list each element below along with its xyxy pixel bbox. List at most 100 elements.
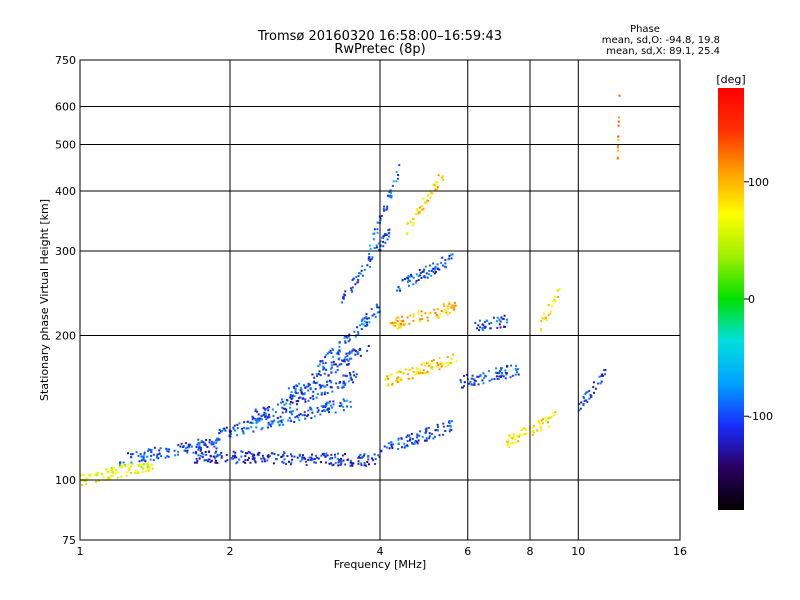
data-point (537, 422, 540, 425)
y-tick-label: 100 (55, 474, 76, 487)
data-point (289, 411, 292, 414)
data-point (149, 449, 152, 452)
data-point (430, 192, 433, 195)
data-point (334, 371, 337, 374)
data-point (386, 194, 389, 197)
data-point (504, 377, 507, 380)
data-point (410, 275, 413, 278)
data-point (272, 414, 275, 417)
data-point (449, 362, 452, 365)
data-point (364, 324, 367, 327)
data-point (415, 207, 418, 210)
data-point (470, 377, 473, 380)
data-point (434, 188, 437, 191)
data-point (443, 265, 446, 268)
data-point (423, 268, 426, 271)
data-point (592, 386, 595, 389)
data-point (373, 228, 376, 231)
data-point (200, 452, 203, 455)
data-point (408, 439, 411, 442)
data-point (323, 452, 326, 455)
data-point (147, 467, 150, 470)
data-point (416, 442, 419, 445)
data-point (390, 195, 393, 198)
data-point (215, 450, 218, 453)
data-point (277, 454, 280, 457)
data-point (582, 396, 585, 399)
data-point (247, 456, 250, 459)
data-point (356, 350, 359, 353)
data-point (338, 357, 341, 360)
data-point (212, 455, 215, 458)
data-point (342, 385, 345, 388)
data-point (221, 429, 224, 432)
data-point (617, 149, 620, 152)
data-point (427, 372, 430, 375)
data-point (438, 268, 441, 271)
data-point (382, 245, 385, 248)
data-point (142, 463, 145, 466)
data-point (451, 420, 454, 423)
data-point (116, 476, 119, 479)
data-point (220, 455, 223, 458)
data-point (427, 194, 430, 197)
data-point (251, 421, 254, 424)
data-point (210, 443, 213, 446)
data-point (397, 286, 400, 289)
data-point (391, 382, 394, 385)
chart-subtitle: RwPretec (8p) (334, 42, 425, 57)
data-point (499, 326, 502, 329)
data-point (321, 453, 324, 456)
data-point (330, 361, 333, 364)
data-point (476, 375, 479, 378)
data-point (418, 434, 421, 437)
data-point (299, 460, 302, 463)
data-point (400, 371, 403, 374)
data-point (603, 373, 606, 376)
data-point (438, 368, 441, 371)
data-point (471, 383, 474, 386)
data-point (340, 404, 343, 407)
data-point (317, 457, 320, 460)
data-point (122, 461, 125, 464)
data-point (448, 361, 451, 364)
data-point (618, 94, 621, 97)
data-point (307, 389, 310, 392)
data-point (412, 319, 415, 322)
data-point (267, 456, 270, 459)
data-point (261, 426, 264, 429)
data-point (138, 460, 141, 463)
data-point (412, 370, 415, 373)
data-point (371, 314, 374, 317)
data-point (617, 120, 620, 123)
data-point (542, 422, 545, 425)
data-point (436, 423, 439, 426)
data-point (510, 437, 513, 440)
data-point (260, 428, 263, 431)
data-point (532, 426, 535, 429)
data-point (506, 321, 509, 324)
data-point (267, 426, 270, 429)
data-point (128, 466, 131, 469)
data-point (257, 452, 260, 455)
data-point (412, 313, 415, 316)
data-point (548, 417, 551, 420)
data-point (330, 456, 333, 459)
data-point (365, 313, 368, 316)
data-point (230, 432, 233, 435)
data-point (425, 202, 428, 205)
data-point (348, 357, 351, 360)
data-point (186, 449, 189, 452)
data-point (208, 450, 211, 453)
data-point (145, 462, 148, 465)
data-point (372, 238, 375, 241)
data-point (431, 192, 434, 195)
data-point (378, 248, 381, 251)
data-point (402, 321, 405, 324)
data-point (445, 266, 448, 269)
data-point (558, 288, 561, 291)
data-point (146, 455, 149, 458)
data-point (290, 455, 293, 458)
data-point (220, 451, 223, 454)
data-point (368, 321, 371, 324)
